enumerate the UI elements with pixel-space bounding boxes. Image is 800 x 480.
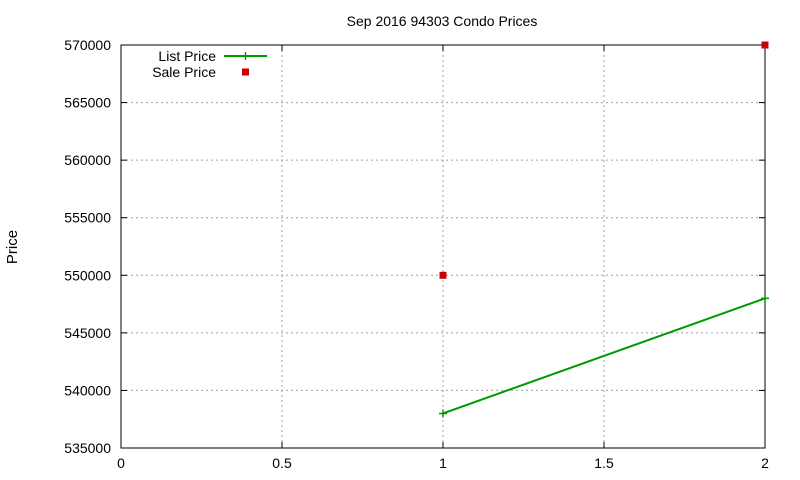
y-tick-label: 570000: [64, 37, 111, 53]
legend-square-marker: [242, 68, 249, 76]
y-tick-label: 565000: [64, 95, 111, 111]
grid: [121, 45, 765, 448]
plus-marker: [761, 294, 769, 303]
x-tick-label: 1.5: [594, 455, 614, 471]
square-marker: [439, 271, 447, 279]
x-tick-label: 1: [439, 455, 447, 471]
series-sale-price: [439, 41, 769, 279]
x-tick-label: 2: [761, 455, 769, 471]
y-tick-label: 555000: [64, 210, 111, 226]
legend-plus-marker: [241, 52, 250, 60]
plus-marker: [439, 409, 447, 418]
y-tick-label: 540000: [64, 382, 111, 398]
series-line: [442, 297, 766, 415]
legend-label: List Price: [158, 48, 216, 64]
legend-label: Sale Price: [152, 64, 216, 80]
x-tick-label: 0.5: [272, 455, 292, 471]
plot-series: [439, 41, 769, 418]
axes: 0 0.5 1 1.5 2 535000 540000 545000 550000 555000 5…: [64, 37, 769, 471]
y-tick-label: 560000: [64, 152, 111, 168]
chart-title: Sep 2016 94303 Condo Prices: [347, 13, 538, 29]
x-tick-label: 0: [117, 455, 125, 471]
y-tick-label: 550000: [64, 267, 111, 283]
square-marker: [761, 41, 769, 49]
y-tick-label: 535000: [64, 440, 111, 456]
y-axis-label: Price: [4, 230, 21, 264]
series-list-price: [439, 294, 769, 418]
y-tick-label: 545000: [64, 325, 111, 341]
